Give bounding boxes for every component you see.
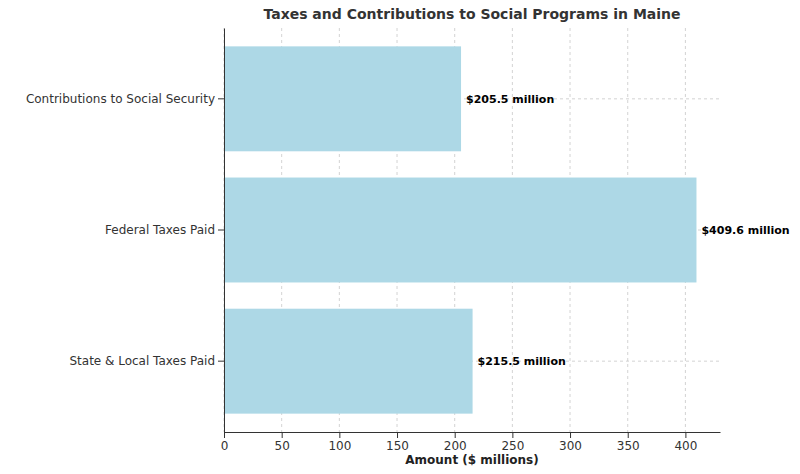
title: Taxes and Contributions to Social Progra… [263, 6, 680, 22]
tick-label: 50 [275, 439, 290, 453]
tick: 250 [501, 432, 524, 453]
tick: 0 [221, 432, 229, 453]
tick-label: 200 [444, 439, 467, 453]
tick-mark [218, 98, 224, 99]
chart: $205.5 million $409.6 million $215.5 milli… [0, 0, 800, 474]
tick: 300 [559, 432, 582, 453]
tick-label: 400 [674, 439, 697, 453]
tick-mark [218, 361, 224, 362]
axis-title: Amount ($ millions) [405, 453, 538, 467]
axis-line [224, 29, 225, 433]
data-labels: $205.5 million $409.6 million $215.5 milli… [466, 93, 790, 368]
tick-mark [512, 432, 513, 438]
tick-mark [397, 432, 398, 438]
tick-label: 0 [221, 439, 229, 453]
tick-mark [282, 432, 283, 438]
tick: State & Local Taxes Paid [69, 354, 224, 368]
tick-label: 100 [328, 439, 351, 453]
plot: $205.5 million $409.6 million $215.5 milli… [26, 28, 790, 453]
tick: Contributions to Social Security [26, 92, 224, 106]
tick-label: 150 [386, 439, 409, 453]
bars [224, 46, 696, 413]
y-axis: Contributions to Social Security Federal … [26, 29, 225, 433]
tick-label: 350 [617, 439, 640, 453]
tick-mark [455, 432, 456, 438]
tick-mark [685, 432, 686, 438]
tick: 100 [328, 432, 351, 453]
tick: 150 [386, 432, 409, 453]
tick: Federal Taxes Paid [105, 223, 224, 237]
tick-mark [570, 432, 571, 438]
tick-label: Contributions to Social Security [26, 92, 215, 106]
tick-mark [628, 432, 629, 438]
tick: 200 [444, 432, 467, 453]
data-label: $215.5 million [478, 355, 566, 368]
bar [224, 46, 461, 151]
data-label: $205.5 million [466, 93, 554, 106]
data-label: $409.6 million [701, 224, 789, 237]
tick-mark [218, 230, 224, 231]
tick-mark [224, 432, 225, 438]
axis-line [225, 432, 721, 433]
tick: 400 [674, 432, 697, 453]
tick-label: 300 [559, 439, 582, 453]
x-axis: 0 50 100 150 200 250 300 350 400 [221, 432, 721, 453]
grid [224, 28, 720, 432]
tick-label: State & Local Taxes Paid [69, 354, 215, 368]
bar [224, 309, 473, 414]
tick: 350 [617, 432, 640, 453]
bar [224, 178, 696, 283]
tick-label: 250 [501, 439, 524, 453]
tick: 50 [275, 432, 290, 453]
tick-label: Federal Taxes Paid [105, 223, 215, 237]
tick-mark [339, 432, 340, 438]
